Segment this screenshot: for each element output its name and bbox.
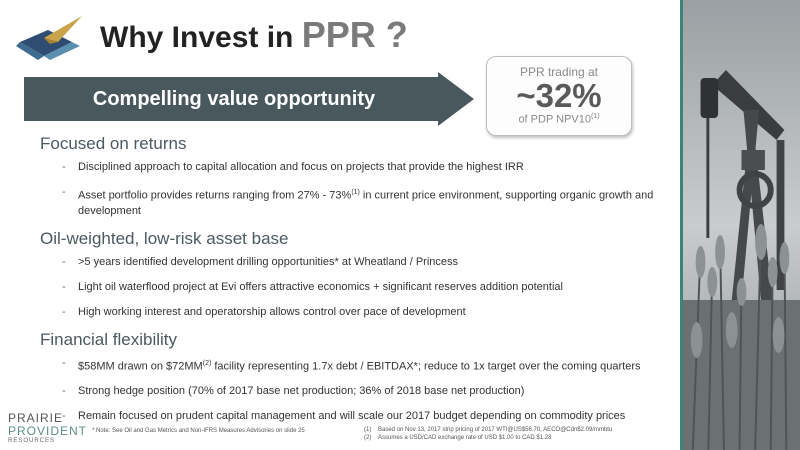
footnotes: (1) Based on Nov 13, 2017 strip pricing o… — [364, 426, 612, 442]
company-logo — [16, 16, 82, 60]
bullet-list: >5 years identified development drilling… — [40, 255, 676, 320]
section-oil-weighted: Oil-weighted, low-risk asset base >5 yea… — [40, 229, 676, 320]
title-accent: PPR ? — [301, 14, 408, 55]
page-title: Why Invest in PPR ? — [100, 14, 408, 56]
footnote-text: Based on Nov 13, 2017 strip pricing of 2… — [378, 427, 613, 433]
bullet-item: Light oil waterflood project at Evi offe… — [62, 280, 676, 295]
banner-text: Compelling value opportunity — [92, 87, 376, 110]
footer-logo-line1: PRAIRIE — [8, 411, 64, 425]
bullet-item: High working interest and operatorship a… — [62, 305, 676, 320]
bullet-text: facility representing 1.7x debt / EBITDA… — [211, 360, 641, 373]
section-financial-flexibility: Financial flexibility $58MM drawn on $72… — [40, 330, 676, 425]
footer-note: * Note: See Oil and Gas Metrics and Non-… — [92, 428, 305, 434]
bullet-item: $58MM drawn on $72MM(2) facility represe… — [62, 356, 676, 375]
pumpjack-photo — [680, 0, 800, 450]
footnote-number: (2) — [364, 435, 372, 441]
section-heading: Focused on returns — [40, 134, 187, 153]
callout-value: ~32% — [516, 77, 602, 114]
callout-footnote-ref: (1) — [591, 113, 600, 120]
bullet-list: $58MM drawn on $72MM(2) facility represe… — [40, 356, 676, 425]
banner-arrow — [24, 72, 474, 126]
footnote-ref: (2) — [202, 359, 212, 367]
bullet-item: Remain focused on prudent capital manage… — [62, 409, 676, 424]
bullet-item: Strong hedge position (70% of 2017 base … — [62, 384, 676, 399]
footnote-text: Assumes a USD/CAD exchange rate of USD $… — [378, 435, 552, 441]
bullet-item: >5 years identified development drilling… — [62, 255, 676, 270]
callout-line1: PPR trading at — [519, 65, 599, 79]
bullet-text: Asset portfolio provides returns ranging… — [78, 189, 352, 202]
footnote-2: (2) Assumes a USD/CAD exchange rate of US… — [364, 434, 612, 442]
main-content: Focused on returns Disciplined approach … — [40, 130, 676, 434]
callout-line3: of PDP NPV10(1) — [487, 113, 631, 126]
title-prefix: Why Invest in — [100, 21, 302, 54]
footnote-number: (1) — [364, 427, 372, 433]
bullet-text: in current price environment, supporting… — [78, 189, 654, 217]
footnote-ref: (1) — [351, 189, 360, 196]
section-focused-returns: Focused on returns Disciplined approach … — [40, 134, 676, 219]
bullet-item: Asset portfolio provides returns ranging… — [62, 185, 676, 219]
footer-logo-line3: RESOURCES — [8, 438, 56, 444]
section-heading: Financial flexibility — [40, 329, 177, 349]
callout-line3-text: of PDP NPV10 — [518, 113, 591, 126]
bullet-item: Disciplined approach to capital allocati… — [62, 160, 676, 175]
valuation-callout: PPR trading at ~32% of PDP NPV10(1) — [486, 56, 632, 136]
footer-logo: PRAIRIE PROVIDENT RESOURCES — [8, 411, 88, 445]
bullet-text: $58MM drawn on $72MM — [78, 360, 203, 373]
footnote-1: (1) Based on Nov 13, 2017 strip pricing o… — [364, 426, 612, 434]
footer-logo-line2: PROVIDENT — [8, 424, 88, 438]
bullet-list: Disciplined approach to capital allocati… — [40, 160, 676, 219]
section-heading: Oil-weighted, low-risk asset base — [40, 228, 289, 248]
